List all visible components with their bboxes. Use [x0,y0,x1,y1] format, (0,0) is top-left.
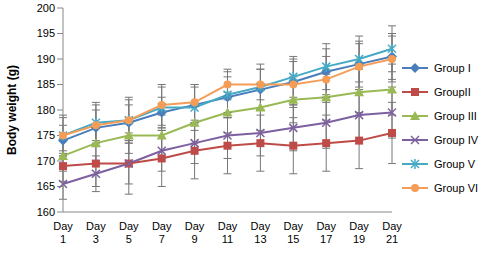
html-text:Group IV: Group IV [434,133,478,146]
svg-text:Day3: Day3 [86,220,106,245]
svg-text:Day5: Day5 [119,220,139,245]
svg-text:175: 175 [37,129,55,141]
svg-text:Day13: Day13 [251,220,271,245]
svg-text:Day1: Day1 [53,220,73,245]
svg-text:Day21: Day21 [382,220,402,245]
svg-text:Day9: Day9 [185,220,205,245]
html-text:Group VI: Group VI [434,181,478,194]
svg-text:160: 160 [37,206,55,218]
svg-text:180: 180 [37,104,55,116]
svg-text:Day15: Day15 [284,220,304,245]
svg-text:Day17: Day17 [316,220,336,245]
html-text:Group V: Group V [434,157,475,170]
html-text:Group I: Group I [434,61,471,74]
svg-text:190: 190 [37,53,55,65]
svg-text:195: 195 [37,27,55,39]
svg-text:Day7: Day7 [152,220,172,245]
svg-text:Body weight (g): Body weight (g) [8,65,19,155]
html-text:Group III: Group III [434,109,477,122]
svg-text:200: 200 [37,2,55,14]
svg-text:Day19: Day19 [349,220,369,245]
svg-text:170: 170 [37,155,55,167]
svg-text:185: 185 [37,78,55,90]
svg-text:165: 165 [37,180,55,192]
svg-text:Day11: Day11 [218,220,238,245]
html-text:GroupII: GroupII [434,85,471,98]
